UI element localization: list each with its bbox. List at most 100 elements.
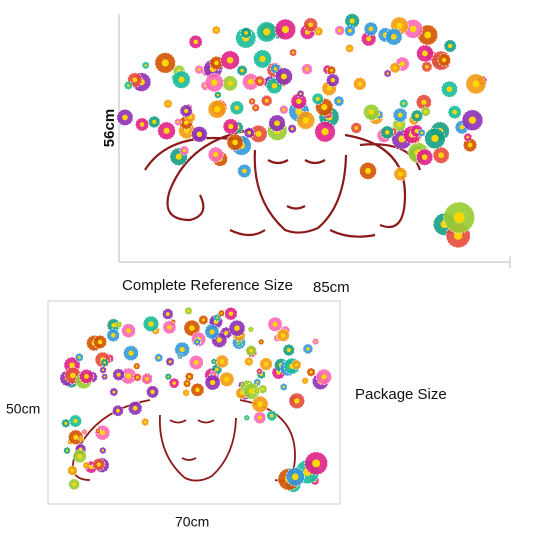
flower xyxy=(176,120,180,124)
flower xyxy=(321,374,327,380)
package-height: 50cm xyxy=(6,401,40,417)
flower xyxy=(446,86,453,93)
flower xyxy=(263,28,271,36)
flower xyxy=(271,83,278,89)
flower xyxy=(453,231,463,240)
flower xyxy=(249,348,253,353)
flower xyxy=(145,377,149,381)
flower xyxy=(286,347,291,353)
flower xyxy=(245,416,248,419)
flower xyxy=(259,55,266,63)
flower xyxy=(349,18,355,24)
flower xyxy=(175,153,182,160)
flower xyxy=(196,131,203,138)
flower xyxy=(226,56,234,64)
flower xyxy=(296,98,302,105)
flower xyxy=(83,430,86,433)
flower xyxy=(337,28,342,33)
flower xyxy=(227,80,233,86)
flower xyxy=(135,375,139,379)
flower xyxy=(321,128,329,136)
flower xyxy=(425,64,429,69)
flower xyxy=(150,389,155,395)
flower xyxy=(216,316,219,319)
flower xyxy=(214,28,218,32)
flower xyxy=(110,333,116,338)
flower xyxy=(224,376,230,382)
flower xyxy=(294,363,299,367)
flower xyxy=(239,391,244,396)
flower xyxy=(89,465,94,470)
flower xyxy=(263,361,269,367)
flower xyxy=(187,375,191,379)
flower xyxy=(329,68,333,72)
flower xyxy=(97,339,103,345)
flower xyxy=(73,418,78,424)
flower xyxy=(255,390,258,393)
flower xyxy=(441,57,447,63)
flower xyxy=(348,28,352,33)
flower xyxy=(292,473,299,481)
flower xyxy=(302,117,309,124)
flower xyxy=(126,328,132,334)
flower xyxy=(291,51,295,54)
flower xyxy=(179,355,182,358)
flower xyxy=(365,167,371,174)
flower xyxy=(393,65,397,70)
flower xyxy=(184,108,189,113)
flower xyxy=(187,309,190,313)
flower xyxy=(116,408,120,413)
flower xyxy=(466,135,470,139)
flower xyxy=(249,328,252,331)
flower xyxy=(354,126,359,130)
flower xyxy=(242,168,247,174)
flower xyxy=(250,100,254,103)
flower xyxy=(65,449,69,452)
flower xyxy=(211,79,218,86)
flower xyxy=(459,124,465,130)
flower xyxy=(125,373,132,379)
flower xyxy=(280,333,286,338)
flower xyxy=(431,134,439,143)
flower xyxy=(326,85,332,91)
flower xyxy=(247,130,252,135)
flower xyxy=(330,77,336,83)
flower xyxy=(398,171,403,177)
flower xyxy=(257,79,262,84)
flower xyxy=(281,25,290,34)
flower xyxy=(64,421,68,425)
flower xyxy=(193,39,198,45)
flower xyxy=(261,387,265,391)
flower xyxy=(299,92,302,96)
flower xyxy=(386,72,389,75)
flower xyxy=(195,340,199,344)
flower xyxy=(73,434,79,440)
flower xyxy=(402,102,406,106)
flower xyxy=(366,36,372,42)
flower xyxy=(70,372,76,379)
flower xyxy=(178,76,185,83)
flower xyxy=(396,122,402,128)
flower xyxy=(232,139,238,146)
flower xyxy=(420,131,423,135)
flower xyxy=(143,420,147,424)
flower xyxy=(83,373,89,379)
flower xyxy=(282,108,286,112)
flower xyxy=(77,453,83,459)
flower xyxy=(280,73,287,80)
flower xyxy=(167,375,170,378)
flower xyxy=(167,324,172,330)
flower xyxy=(85,464,88,467)
flower xyxy=(272,321,278,327)
flower xyxy=(152,119,157,125)
flower xyxy=(357,81,363,87)
flower xyxy=(101,449,105,452)
reference-height: 56cm xyxy=(101,109,118,147)
flower xyxy=(306,347,310,351)
flower xyxy=(254,106,258,110)
flower xyxy=(185,382,189,385)
flower xyxy=(96,462,101,467)
flower xyxy=(157,356,161,360)
flower xyxy=(248,388,255,394)
